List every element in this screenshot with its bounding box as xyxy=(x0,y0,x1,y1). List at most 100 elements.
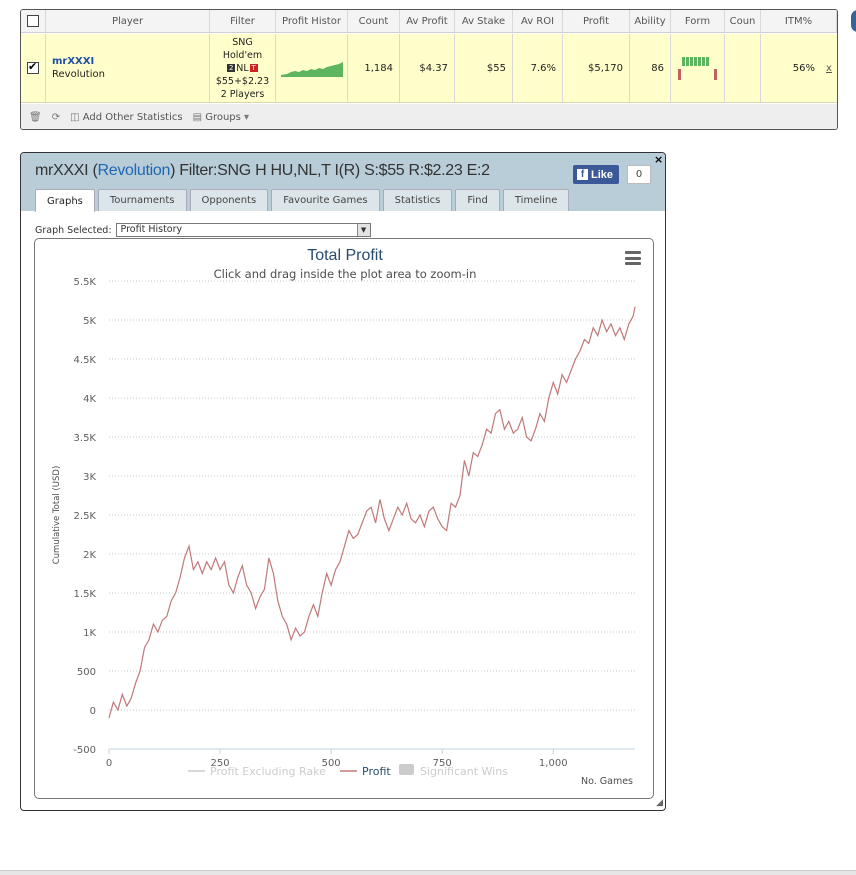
profit-chart[interactable]: -500 0 500 1K 1.5K 2K 2.5K 3K 3.5K 4K 4.5K 5K 5.5K 0 2… xyxy=(34,238,654,799)
filter-players: 2 Players xyxy=(220,88,265,100)
header-player[interactable]: Player xyxy=(46,10,210,32)
header-coun[interactable]: Coun xyxy=(725,10,761,32)
y-tick-label: 5.5K xyxy=(74,277,97,288)
tab-statistics[interactable]: Statistics xyxy=(382,189,453,211)
y-tick-label: 1K xyxy=(83,628,96,639)
facebook-icon: f xyxy=(577,169,588,180)
profit-history-cell[interactable] xyxy=(276,34,348,102)
header-form[interactable]: Form xyxy=(671,10,725,32)
facebook-like-button[interactable]: f Like xyxy=(573,165,619,184)
edge-badge-icon xyxy=(851,10,856,32)
graph-select-row: Graph Selected: Profit History ▼ xyxy=(35,223,371,237)
groups-dropdown[interactable]: ▤ Groups ▾ xyxy=(193,112,250,123)
remove-row-link[interactable]: x xyxy=(826,62,832,74)
like-count: 0 xyxy=(627,165,651,184)
header-av-profit[interactable]: Av Profit xyxy=(400,10,455,32)
title-filter: ) Filter:SNG H HU,NL,T I(R) S:$55 R:$2.2… xyxy=(170,162,490,179)
form-cell xyxy=(671,34,725,102)
av-stake-value: $55 xyxy=(455,34,513,102)
player-name-link[interactable]: mrXXXI xyxy=(52,56,95,67)
tab-graphs[interactable]: Graphs xyxy=(35,189,95,212)
x-tick-label: 0 xyxy=(106,758,112,769)
profit-sparkline[interactable] xyxy=(279,59,345,77)
add-columns-icon: ◫ xyxy=(70,111,80,123)
header-profit[interactable]: Profit xyxy=(563,10,630,32)
resize-handle-icon[interactable]: ◢ xyxy=(656,798,663,808)
chevron-down-icon: ▼ xyxy=(356,224,370,236)
y-tick-label: 5K xyxy=(83,316,96,327)
filter-game: Hold'em xyxy=(222,49,263,61)
trash-icon[interactable]: 🗑 xyxy=(29,111,42,123)
add-statistics-button[interactable]: ◫ Add Other Statistics xyxy=(70,112,182,123)
ability-value: 86 xyxy=(630,34,671,102)
select-all-cell[interactable] xyxy=(21,10,46,32)
stats-footer-bar: 🗑 ⟳ ◫ Add Other Statistics ▤ Groups ▾ xyxy=(21,104,837,129)
profit-value: $5,170 xyxy=(563,34,630,102)
x-tick-label: 500 xyxy=(322,758,341,769)
y-tick-label: 500 xyxy=(77,667,96,678)
profile-title: mrXXXI (Revolution) Filter:SNG H HU,NL,T… xyxy=(35,162,490,180)
chart-menu-icon[interactable] xyxy=(625,251,641,265)
y-tick-label: 1.5K xyxy=(74,589,97,600)
header-count[interactable]: Count xyxy=(348,10,400,32)
graph-select-dropdown[interactable]: Profit History ▼ xyxy=(115,223,371,237)
chart-canvas[interactable]: -500 0 500 1K 1.5K 2K 2.5K 3K 3.5K 4K 4.5K 5K 5.5K 0 2… xyxy=(35,239,655,800)
legend-label-profit: Profit xyxy=(362,765,391,778)
y-tick-label: 3K xyxy=(83,472,96,483)
chart-title: Total Profit xyxy=(307,247,383,264)
profile-tabs: Graphs Tournaments Opponents Favourite G… xyxy=(35,189,570,212)
refresh-icon[interactable]: ⟳ xyxy=(51,111,61,123)
header-itm[interactable]: ITM% xyxy=(761,10,837,32)
graph-selected-value: Profit History xyxy=(120,224,183,235)
profit-series-line xyxy=(108,306,636,718)
row-checkbox[interactable] xyxy=(27,60,39,74)
y-tick-label: 0 xyxy=(90,706,96,717)
tab-opponents[interactable]: Opponents xyxy=(189,189,269,211)
page-bottom-rule xyxy=(0,870,856,875)
select-all-checkbox[interactable] xyxy=(27,15,39,27)
title-site-link[interactable]: Revolution xyxy=(97,162,171,179)
row-select-cell[interactable] xyxy=(21,34,46,102)
close-icon[interactable]: × xyxy=(654,153,664,166)
legend-label-significant-wins: Significant Wins xyxy=(420,765,508,778)
form-bars-icon xyxy=(677,57,717,80)
two-player-icon: 2 xyxy=(227,64,236,72)
stats-header-row: Player Filter Profit Histor Count Av Pro… xyxy=(21,10,837,33)
y-tick-label: 3.5K xyxy=(74,433,97,444)
y-tick-label: 2.5K xyxy=(74,511,97,522)
y-tick-label: -500 xyxy=(73,745,96,756)
filter-type: SNG xyxy=(232,36,253,48)
tab-tournaments[interactable]: Tournaments xyxy=(97,189,187,211)
av-profit-value: $4.37 xyxy=(400,34,455,102)
graph-selected-label: Graph Selected: xyxy=(35,224,112,236)
chevron-down-icon: ▾ xyxy=(244,111,250,123)
turbo-icon: T xyxy=(249,64,258,72)
y-axis-label: Cumulative Total (USD) xyxy=(52,466,62,565)
remove-row-cell[interactable]: x xyxy=(821,34,837,102)
header-filter[interactable]: Filter xyxy=(210,10,276,32)
legend-label-profit-excl-rake: Profit Excluding Rake xyxy=(210,765,326,778)
filter-cell: SNG Hold'em 2 NL T $55+$2.23 2 Players xyxy=(210,34,276,102)
groups-label: Groups xyxy=(205,111,241,123)
coun-value xyxy=(725,34,761,102)
count-value: 1,184 xyxy=(348,34,400,102)
title-player: mrXXXI ( xyxy=(35,162,98,179)
x-axis-label: No. Games xyxy=(581,776,633,787)
tab-favourite-games[interactable]: Favourite Games xyxy=(271,189,380,211)
x-tick-label: 750 xyxy=(433,758,452,769)
like-label: Like xyxy=(591,168,614,181)
stats-table: Player Filter Profit Histor Count Av Pro… xyxy=(20,9,838,130)
header-ability[interactable]: Ability xyxy=(630,10,671,32)
legend-swatch-significant-wins xyxy=(399,764,414,775)
av-roi-value: 7.6% xyxy=(513,34,563,102)
header-av-roi[interactable]: Av ROI xyxy=(513,10,563,32)
stats-data-row[interactable]: mrXXXI Revolution SNG Hold'em 2 NL T $55… xyxy=(21,34,837,103)
tab-find[interactable]: Find xyxy=(455,189,500,211)
player-cell: mrXXXI Revolution xyxy=(46,34,210,102)
header-av-stake[interactable]: Av Stake xyxy=(455,10,513,32)
tab-timeline[interactable]: Timeline xyxy=(502,189,570,211)
profile-header: mrXXXI (Revolution) Filter:SNG H HU,NL,T… xyxy=(21,153,665,212)
x-tick-label: 250 xyxy=(211,758,230,769)
header-profit-history[interactable]: Profit Histor xyxy=(276,10,348,32)
filter-stake: $55+$2.23 xyxy=(215,75,270,87)
